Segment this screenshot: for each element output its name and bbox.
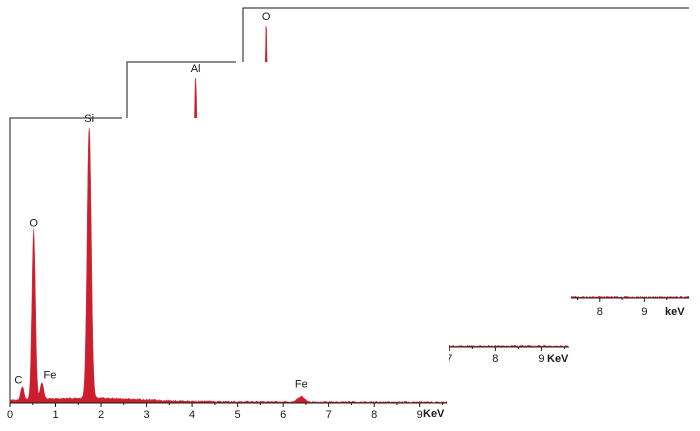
spectrum-front-peak-label-1: O xyxy=(29,218,38,230)
spectrum-front-peak-label-3: Si xyxy=(84,113,94,125)
spectrum-front-series-area xyxy=(9,127,448,404)
spectrum-front-x-unit-label: KeV xyxy=(423,408,445,420)
spectrum-middle-x-unit-label: KeV xyxy=(547,353,569,365)
spectrum-middle-tick-label-7: 7 xyxy=(446,353,452,365)
spectrum-front-tick-label-6: 6 xyxy=(280,409,286,421)
spectrum-back-tick-label-8: 8 xyxy=(597,306,603,318)
spectrum-middle-peak-label-4: Al xyxy=(191,63,201,75)
spectrum-middle-tick-label-9: 9 xyxy=(538,353,544,365)
spectrum-front-tick-label-1: 1 xyxy=(52,409,58,421)
spectrum-front-tick-label-3: 3 xyxy=(144,409,150,421)
spectrum-front-frame xyxy=(9,117,122,403)
spectrum-front-panel: 0 1 2 3 4 5 6 7 8 9 KeV C O Fe Si Fe xyxy=(7,113,449,431)
spectrum-back-tick-label-9: 9 xyxy=(641,306,647,318)
spectrum-front-tick-label-9: 9 xyxy=(417,409,423,421)
spectrum-back-x-unit-label: keV xyxy=(665,306,685,318)
spectrum-front-tick-label-0: 0 xyxy=(7,409,13,421)
spectrum-front-peak-label-0: C xyxy=(14,374,22,386)
spectrum-front-peak-label-2: Fe xyxy=(43,370,56,382)
spectrum-front-peak-label-4: Fe xyxy=(295,379,308,391)
spectrum-front-tick-label-5: 5 xyxy=(235,409,241,421)
spectrum-front-tick-label-2: 2 xyxy=(98,409,104,421)
spectrum-back-peak-label-1: O xyxy=(262,11,271,23)
spectrum-front-tick-label-4: 4 xyxy=(189,409,195,421)
spectrum-middle-tick-label-8: 8 xyxy=(492,353,498,365)
spectrum-front-tick-label-7: 7 xyxy=(326,409,332,421)
spectrum-front-background xyxy=(10,118,449,431)
spectrum-front-tick-label-8: 8 xyxy=(371,409,377,421)
